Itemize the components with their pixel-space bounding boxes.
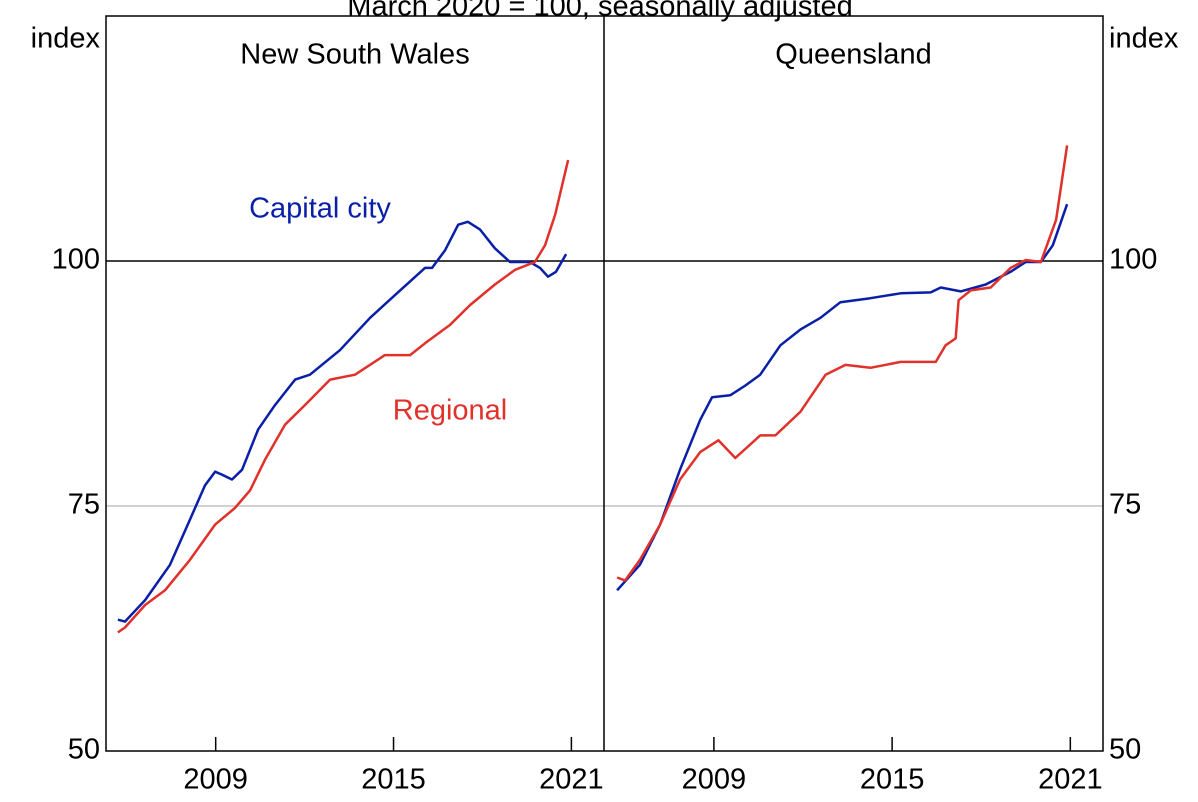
y-tick-label: 75 [68, 489, 100, 521]
panel-title: Queensland [775, 39, 931, 71]
series-label: Regional [393, 395, 507, 427]
panel-title: New South Wales [240, 39, 469, 71]
y-tick-label: 50 [68, 734, 100, 766]
series-line [616, 145, 1069, 582]
x-tick-label: 2021 [1038, 764, 1103, 796]
chart-subtitle: March 2020 = 100, seasonally adjusted [347, 0, 852, 23]
x-tick-label: 2015 [860, 764, 925, 796]
y-tick-label: 100 [1109, 244, 1157, 276]
x-tick-label: 2021 [539, 764, 604, 796]
x-tick-label: 2009 [682, 764, 747, 796]
y-axis-label: index [31, 23, 101, 55]
x-tick-label: 2009 [183, 764, 248, 796]
y-tick-label: 100 [52, 244, 100, 276]
series-line [117, 220, 568, 623]
y-axis-label: index [1109, 23, 1179, 55]
y-tick-label: 50 [1109, 734, 1141, 766]
x-tick-label: 2015 [361, 764, 426, 796]
y-tick-label: 75 [1109, 489, 1141, 521]
series-line [616, 203, 1069, 592]
series-line [117, 159, 570, 634]
series-label: Capital city [249, 193, 391, 225]
